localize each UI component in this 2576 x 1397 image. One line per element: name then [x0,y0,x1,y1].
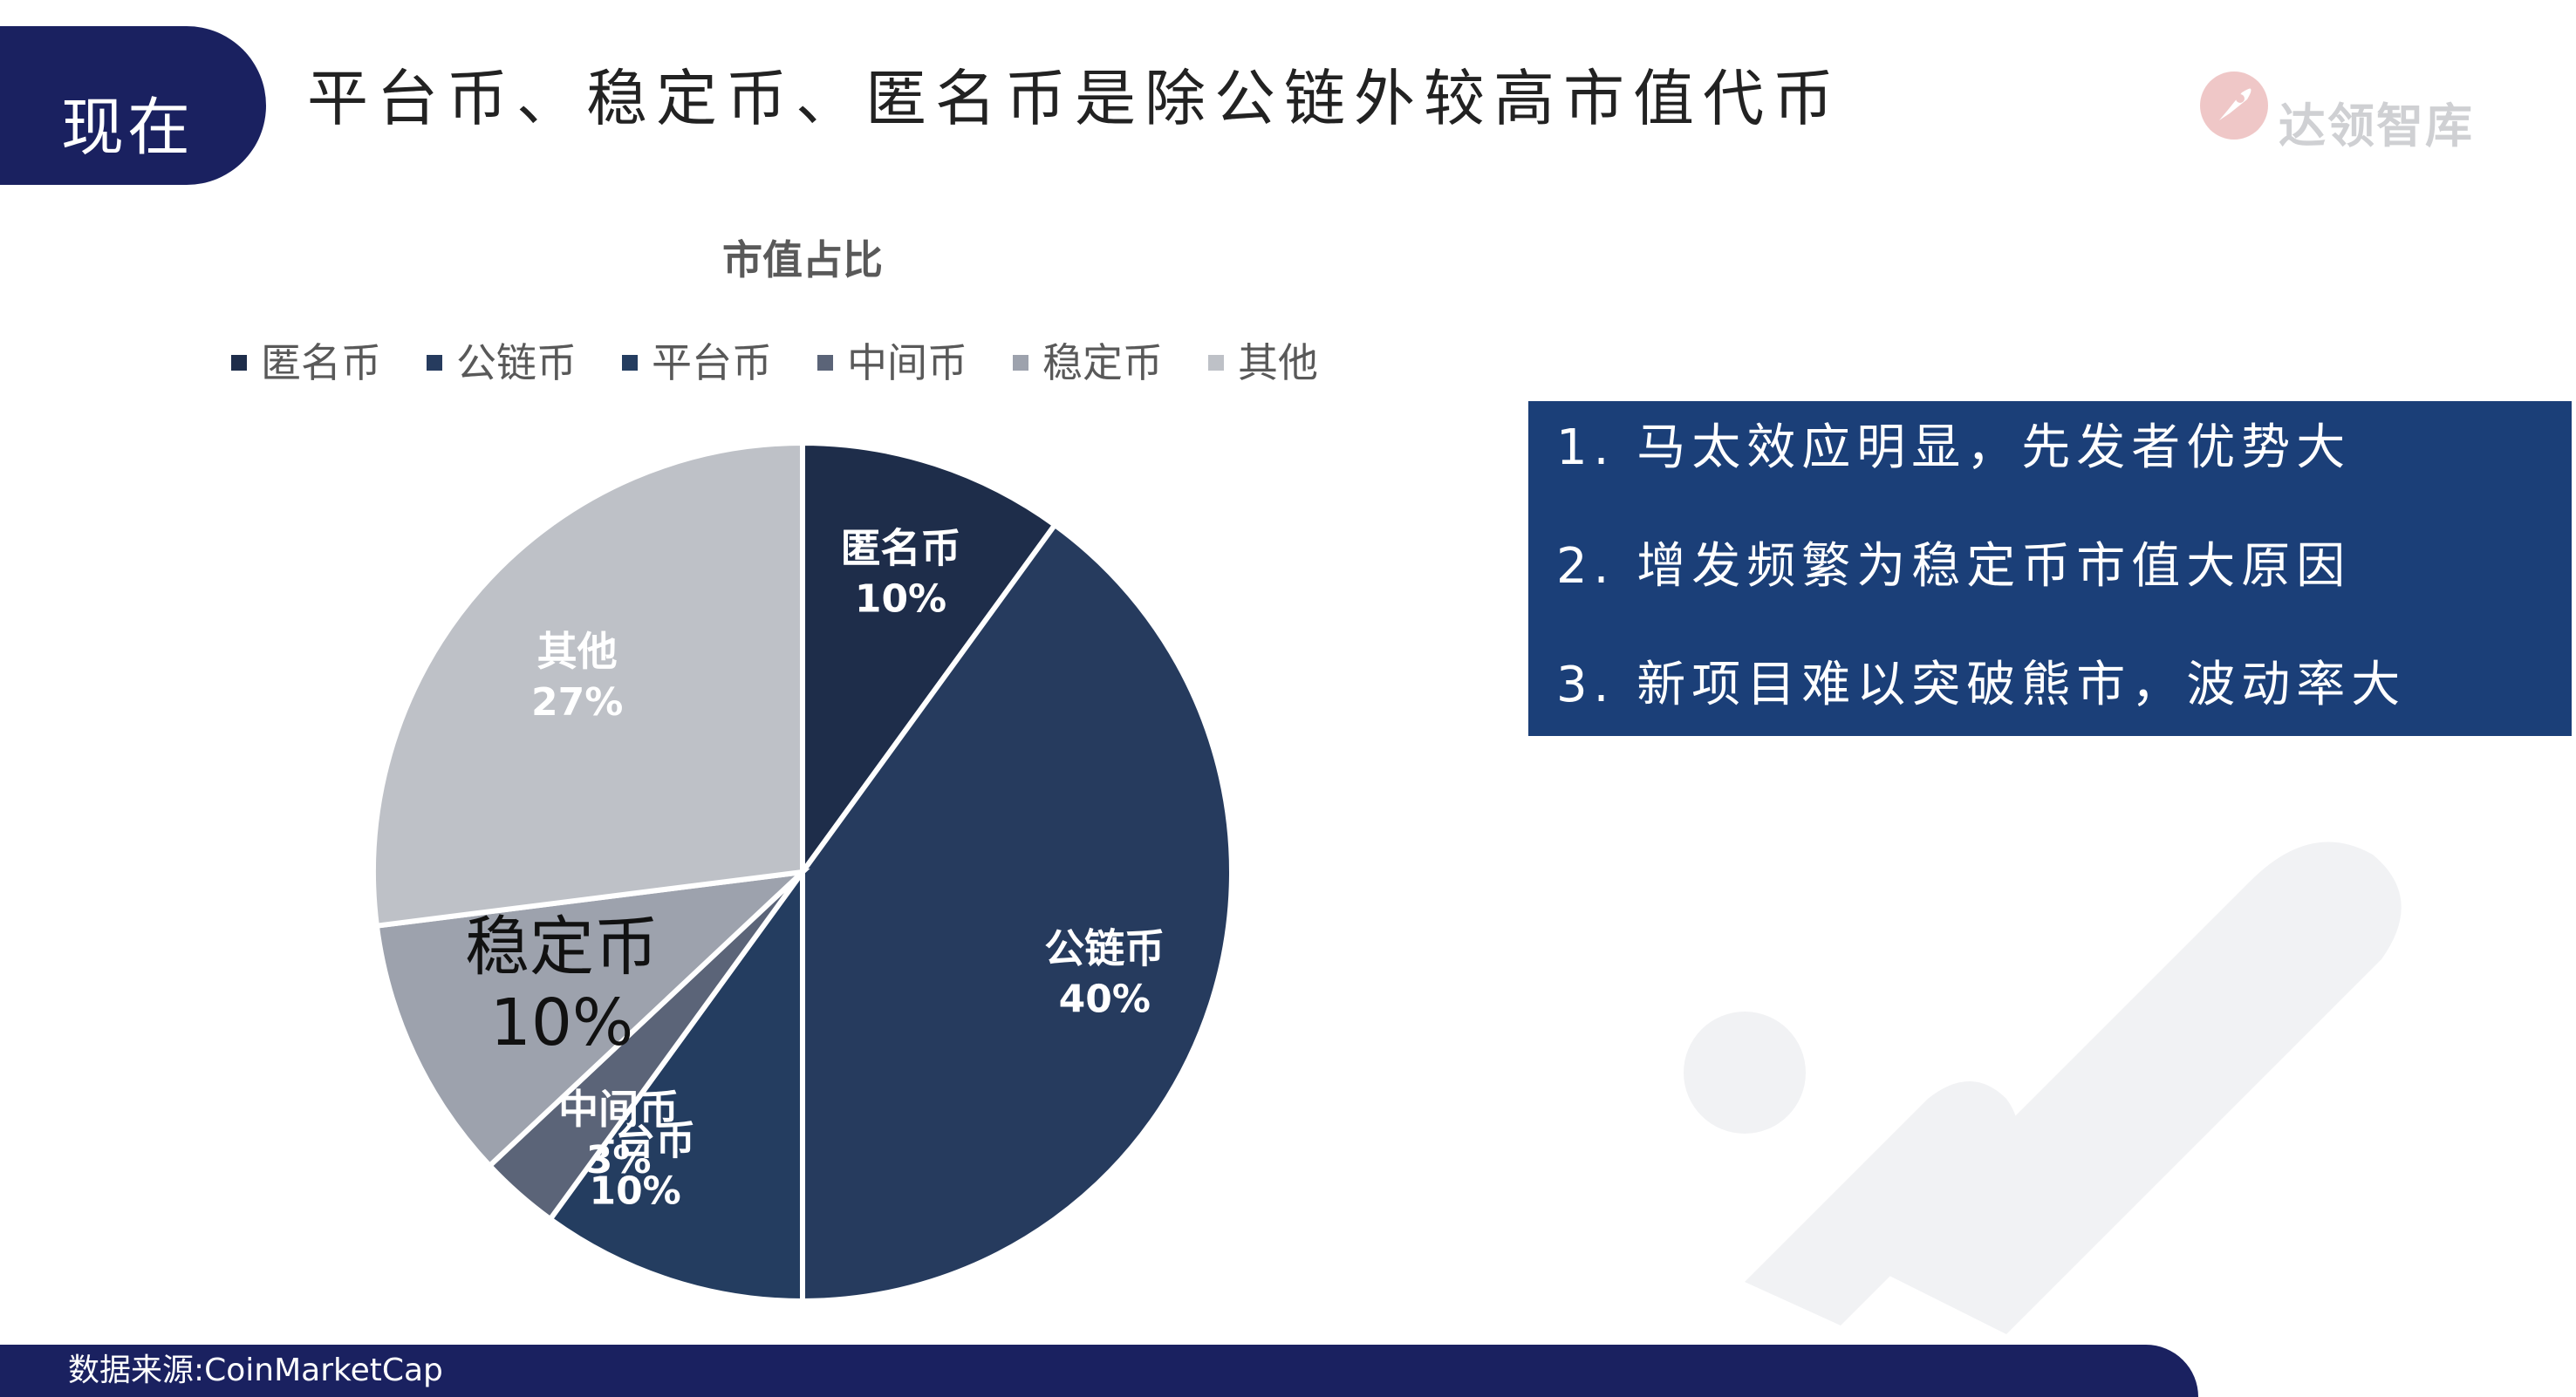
legend-label: 其他 [1238,339,1318,386]
pie-slice [800,521,1234,1305]
legend-swatch [1208,355,1224,371]
legend-swatch [1013,355,1028,371]
section-tab: 现在 [0,26,266,185]
brand-logo-text: 达领智库 [2279,99,2474,153]
note-item: 3. 新项目难以突破熊市，波动率大 [1556,657,2407,713]
pie-slice [373,868,810,1170]
slice-label-name: 稳定币 [465,910,659,985]
slice-label-value: 10% [855,577,946,622]
legend-item: 平台币 [622,338,772,387]
rocket-icon [2200,72,2268,140]
footer-bar [0,1345,2198,1397]
legend-item: 其他 [1208,338,1318,387]
legend-item: 匿名币 [231,338,381,387]
slice-label-value: 10% [589,1169,680,1213]
notes-panel: 1. 马太效应明显，先发者优势大 2. 增发频繁为稳定币市值大原因 3. 新项目… [1528,401,2572,736]
note-item: 2. 增发频繁为稳定币市值大原因 [1556,538,2352,595]
legend-label: 稳定币 [1042,339,1163,386]
legend-label: 中间币 [847,339,967,386]
brand-logo: 达领智库 [2198,70,2477,157]
data-source: 数据来源:CoinMarketCap [68,1353,443,1388]
slide-title: 平台币、稳定币、匿名币是除公链外较高市值代币 [307,63,1842,134]
section-tab-label: 现在 [61,91,195,164]
pie-slice [371,440,805,930]
slice-label-name: 公链币 [1044,925,1165,972]
legend-label: 匿名币 [261,339,381,386]
legend-swatch [427,355,442,371]
slice-label-value: 40% [1059,978,1151,1022]
pie-slice [800,440,1059,881]
slice-label-name: 中间币 [558,1086,679,1133]
pie-slice [546,863,805,1305]
slice-label-name: 其他 [537,628,618,675]
legend-item: 公链币 [427,338,577,387]
note-item: 1. 马太效应明显，先发者优势大 [1556,419,2352,476]
chart-title: 市值占比 [722,236,883,283]
slice-label-value: 27% [531,680,623,725]
legend-label: 平台币 [652,339,772,386]
legend-item: 稳定币 [1013,338,1163,387]
legend-item: 中间币 [817,338,967,387]
slice-label-value: 10% [490,985,633,1060]
legend-swatch [622,355,638,371]
slice-label-value: 3% [586,1138,652,1182]
legend-swatch [817,355,833,371]
legend-label: 公链币 [456,339,577,386]
slice-label-name: 匿名币 [841,525,961,572]
legend-swatch [231,355,247,371]
chart-legend: 匿名币 公链币 平台币 中间币 稳定币 其他 [231,338,1363,387]
watermark-graphic [1684,842,2402,1334]
